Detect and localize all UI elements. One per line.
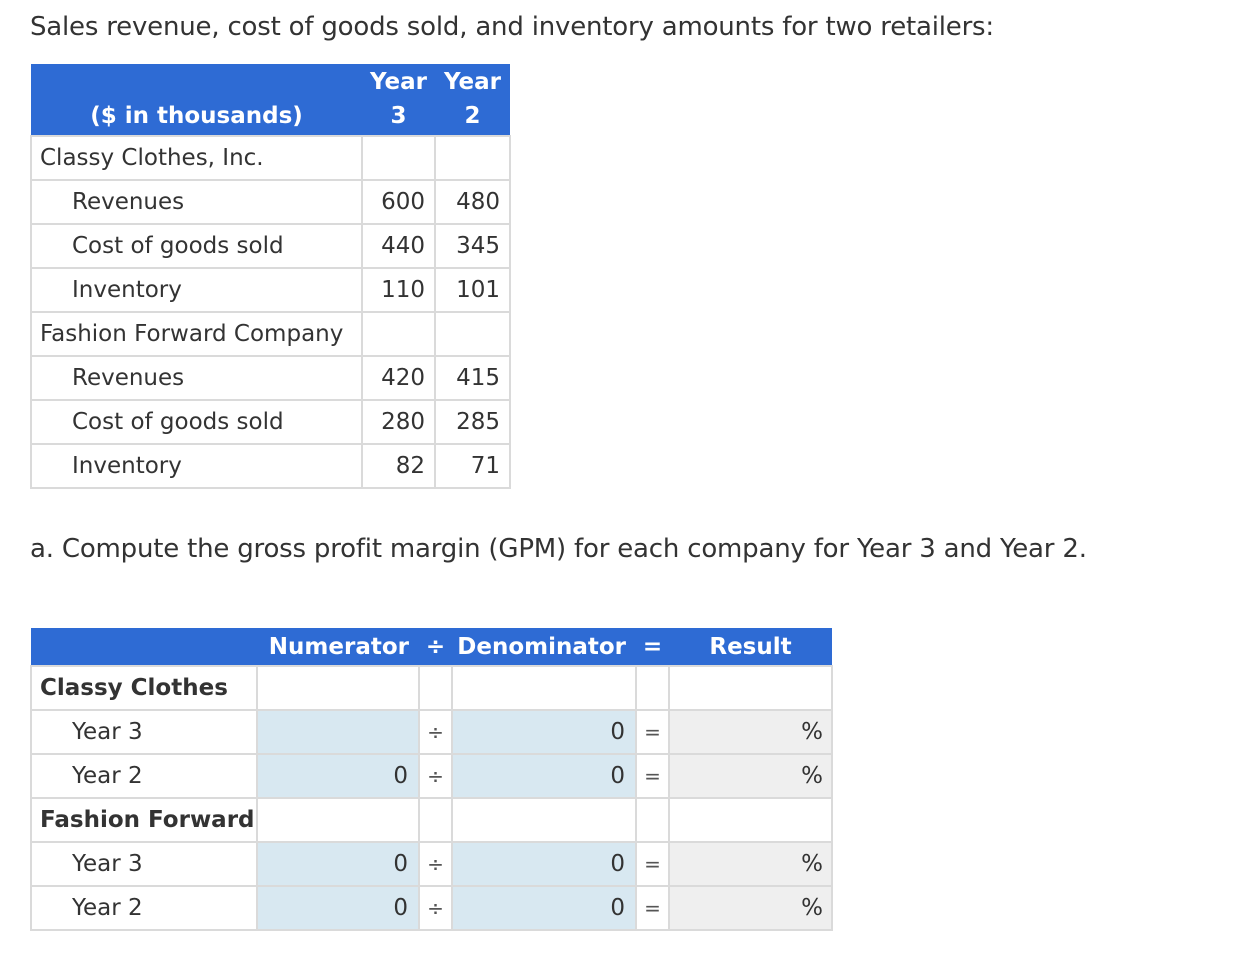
year3-header: Year 3: [362, 64, 435, 136]
table-row: Inventory 82 71: [30, 443, 511, 489]
equals-symbol: =: [635, 709, 670, 755]
value-year2: 480: [434, 179, 511, 225]
unit-label-header: ($ in thousands): [31, 64, 362, 136]
year2-header: Year 2: [435, 64, 510, 136]
result-input[interactable]: %: [668, 885, 833, 931]
divide-symbol: ÷: [418, 841, 453, 887]
result-input[interactable]: %: [668, 753, 833, 799]
value-year3: 420: [361, 355, 436, 401]
group-name: Classy Clothes: [30, 665, 258, 711]
empty-cell: [451, 797, 637, 843]
row-label: Year 2: [30, 885, 258, 931]
empty-cell: [256, 665, 420, 711]
empty-cell: [418, 797, 453, 843]
empty-cell: [418, 665, 453, 711]
value-year3: 82: [361, 443, 436, 489]
divide-symbol: ÷: [418, 885, 453, 931]
row-label: Inventory: [30, 267, 363, 313]
div-header: ÷: [419, 628, 452, 666]
empty-cell: [451, 665, 637, 711]
calc-row: Year 3 0 ÷ 0 = %: [30, 841, 833, 887]
group-row: Fashion Forward: [30, 797, 833, 843]
empty-cell: [668, 665, 833, 711]
denominator-input[interactable]: 0: [451, 841, 637, 887]
divide-symbol: ÷: [418, 753, 453, 799]
company-row: Fashion Forward Company: [30, 311, 511, 357]
blank-header: [31, 628, 257, 666]
table-row: Revenues 420 415: [30, 355, 511, 401]
equals-symbol: =: [635, 841, 670, 887]
table-row: Cost of goods sold 440 345: [30, 223, 511, 269]
table-row: Inventory 110 101: [30, 267, 511, 313]
row-label: Year 3: [30, 709, 258, 755]
gpm-calc-table: Numerator ÷ Denominator = Result Classy …: [30, 628, 833, 931]
numerator-input[interactable]: 0: [256, 753, 420, 799]
row-label: Revenues: [30, 355, 363, 401]
group-row: Classy Clothes: [30, 665, 833, 711]
percent-symbol: %: [801, 851, 823, 877]
empty-cell: [635, 797, 670, 843]
value-year2: 345: [434, 223, 511, 269]
calc-table-header: Numerator ÷ Denominator = Result: [31, 628, 832, 666]
empty-cell: [668, 797, 833, 843]
row-label: Cost of goods sold: [30, 399, 363, 445]
row-label: Inventory: [30, 443, 363, 489]
divide-symbol: ÷: [418, 709, 453, 755]
empty-cell: [434, 311, 511, 357]
row-label: Cost of goods sold: [30, 223, 363, 269]
year3-header-line2: 3: [390, 103, 407, 129]
numerator-header: Numerator: [257, 628, 419, 666]
year3-header-line1: Year: [369, 69, 427, 95]
value-year3: 600: [361, 179, 436, 225]
year2-header-line1: Year: [443, 69, 501, 95]
denominator-input[interactable]: 0: [451, 885, 637, 931]
empty-cell: [256, 797, 420, 843]
eq-header: =: [636, 628, 669, 666]
value-year2: 285: [434, 399, 511, 445]
company-name: Classy Clothes, Inc.: [30, 135, 363, 181]
value-year2: 71: [434, 443, 511, 489]
empty-cell: [434, 135, 511, 181]
company-row: Classy Clothes, Inc.: [30, 135, 511, 181]
result-header: Result: [669, 628, 832, 666]
question-text: a. Compute the gross profit margin (GPM)…: [30, 534, 1087, 564]
value-year2: 101: [434, 267, 511, 313]
empty-cell: [635, 665, 670, 711]
empty-cell: [361, 311, 436, 357]
row-label: Revenues: [30, 179, 363, 225]
group-name: Fashion Forward: [30, 797, 258, 843]
result-input[interactable]: %: [668, 709, 833, 755]
row-label: Year 2: [30, 753, 258, 799]
calc-row: Year 2 0 ÷ 0 = %: [30, 885, 833, 931]
year2-header-line2: 2: [464, 103, 481, 129]
result-input[interactable]: %: [668, 841, 833, 887]
denominator-input[interactable]: 0: [451, 753, 637, 799]
company-name: Fashion Forward Company: [30, 311, 363, 357]
intro-text: Sales revenue, cost of goods sold, and i…: [30, 12, 994, 42]
percent-symbol: %: [801, 763, 823, 789]
table-row: Revenues 600 480: [30, 179, 511, 225]
numerator-input[interactable]: 0: [256, 841, 420, 887]
calc-row: Year 3 ÷ 0 = %: [30, 709, 833, 755]
equals-symbol: =: [635, 753, 670, 799]
numerator-input[interactable]: [256, 709, 420, 755]
value-year3: 440: [361, 223, 436, 269]
percent-symbol: %: [801, 895, 823, 921]
value-year3: 280: [361, 399, 436, 445]
data-table-header: ($ in thousands) Year 3 Year 2: [31, 64, 510, 136]
percent-symbol: %: [801, 719, 823, 745]
row-label: Year 3: [30, 841, 258, 887]
value-year3: 110: [361, 267, 436, 313]
empty-cell: [361, 135, 436, 181]
denominator-input[interactable]: 0: [451, 709, 637, 755]
table-row: Cost of goods sold 280 285: [30, 399, 511, 445]
denominator-header: Denominator: [452, 628, 636, 666]
retailer-data-table: ($ in thousands) Year 3 Year 2 Classy Cl…: [30, 64, 511, 489]
equals-symbol: =: [635, 885, 670, 931]
numerator-input[interactable]: 0: [256, 885, 420, 931]
calc-row: Year 2 0 ÷ 0 = %: [30, 753, 833, 799]
value-year2: 415: [434, 355, 511, 401]
